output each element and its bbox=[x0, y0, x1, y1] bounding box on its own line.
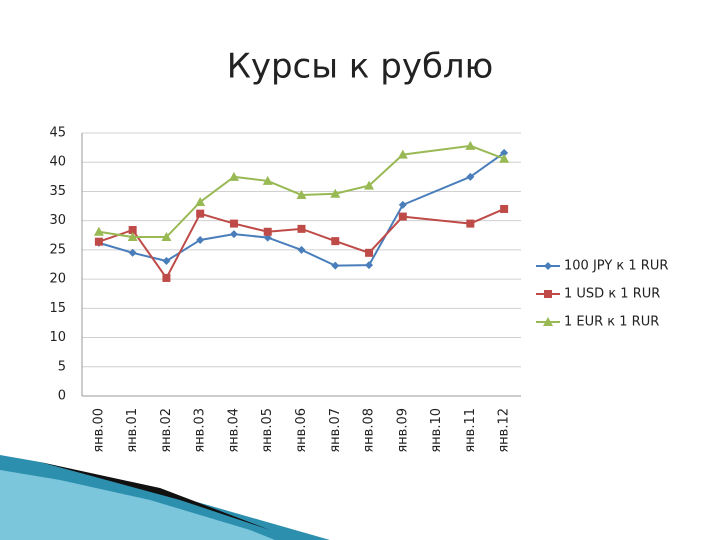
x-tick-label: янв.01 bbox=[125, 408, 140, 453]
marker bbox=[262, 175, 273, 185]
marker bbox=[228, 171, 239, 181]
x-tick-label: янв.03 bbox=[193, 408, 208, 453]
marker bbox=[543, 317, 553, 326]
x-tick-label: янв.00 bbox=[91, 408, 106, 453]
marker bbox=[465, 140, 476, 150]
marker bbox=[331, 261, 340, 270]
marker bbox=[94, 237, 103, 246]
x-tick-label: янв.12 bbox=[497, 408, 512, 453]
y-tick-label: 45 bbox=[49, 126, 66, 141]
gap-connector bbox=[402, 144, 471, 156]
marker bbox=[195, 196, 206, 206]
x-tick-label: янв.06 bbox=[294, 408, 309, 453]
y-tick-label: 0 bbox=[58, 389, 66, 404]
marker bbox=[544, 290, 552, 298]
marker bbox=[93, 226, 104, 236]
x-tick-label: янв.07 bbox=[328, 408, 343, 453]
marker bbox=[162, 273, 171, 282]
y-tick-label: 10 bbox=[49, 330, 66, 345]
series-line bbox=[469, 208, 505, 225]
chart-title: Курсы к рублю bbox=[227, 47, 494, 87]
marker bbox=[398, 212, 407, 221]
marker bbox=[397, 149, 408, 159]
marker bbox=[500, 204, 509, 213]
marker bbox=[162, 256, 171, 265]
y-tick-label: 40 bbox=[49, 155, 66, 170]
series-line bbox=[98, 204, 404, 267]
y-tick-label: 20 bbox=[49, 272, 66, 287]
x-tick-label: янв.05 bbox=[260, 408, 275, 453]
marker bbox=[196, 235, 205, 244]
y-tick-label: 15 bbox=[49, 301, 66, 316]
marker bbox=[364, 180, 375, 190]
x-tick-label: янв.11 bbox=[463, 408, 478, 453]
x-tick-label: янв.09 bbox=[395, 408, 410, 453]
series-line bbox=[469, 144, 505, 160]
x-tick-label: янв.08 bbox=[362, 408, 377, 453]
series-line bbox=[98, 153, 404, 239]
marker bbox=[127, 232, 138, 242]
marker bbox=[229, 219, 238, 228]
marker bbox=[365, 248, 374, 257]
marker bbox=[296, 189, 307, 199]
decor-swoosh-light bbox=[0, 470, 275, 540]
gap-connector bbox=[402, 215, 471, 225]
marker bbox=[398, 200, 407, 209]
x-tick-label: янв.10 bbox=[429, 408, 444, 453]
series-line bbox=[98, 212, 404, 280]
legend-label: 1 USD к 1 RUR bbox=[564, 287, 660, 302]
marker bbox=[466, 172, 475, 181]
legend-label: 1 EUR к 1 RUR bbox=[564, 315, 659, 330]
marker bbox=[330, 188, 341, 198]
gap-connector bbox=[402, 175, 471, 206]
marker bbox=[229, 230, 238, 239]
marker bbox=[500, 148, 509, 157]
y-tick-label: 35 bbox=[49, 184, 66, 199]
marker bbox=[128, 226, 137, 235]
y-tick-label: 25 bbox=[49, 242, 66, 257]
marker bbox=[161, 232, 172, 242]
marker bbox=[466, 219, 475, 228]
x-tick-label: янв.04 bbox=[226, 408, 241, 453]
marker bbox=[499, 153, 510, 163]
y-tick-label: 30 bbox=[49, 213, 66, 228]
marker bbox=[196, 209, 205, 218]
marker bbox=[331, 237, 340, 246]
marker bbox=[128, 248, 137, 257]
marker bbox=[365, 261, 374, 270]
marker bbox=[263, 227, 272, 236]
y-tick-label: 5 bbox=[58, 359, 66, 374]
x-tick-label: янв.02 bbox=[159, 408, 174, 453]
marker bbox=[297, 224, 306, 233]
marker bbox=[297, 245, 306, 254]
marker bbox=[544, 262, 552, 270]
legend-label: 100 JPY к 1 RUR bbox=[564, 259, 668, 274]
